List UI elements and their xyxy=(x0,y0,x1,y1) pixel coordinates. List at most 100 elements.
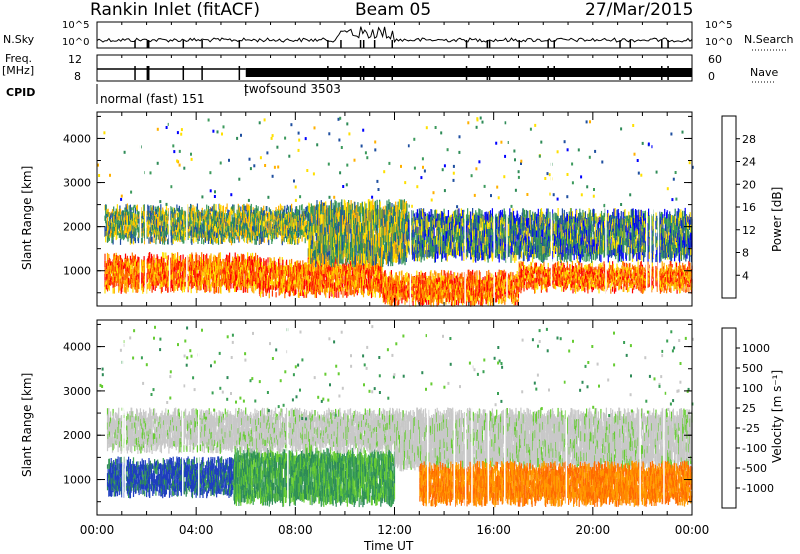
power-cell xyxy=(219,252,221,259)
power-cell xyxy=(531,286,533,290)
power-cell xyxy=(554,277,556,282)
power-cell xyxy=(589,285,591,289)
power-cell xyxy=(364,284,366,289)
power-cell xyxy=(644,285,647,289)
power-cell xyxy=(235,269,238,275)
power-cell xyxy=(339,280,341,285)
power-cell xyxy=(299,260,301,267)
power-cell xyxy=(535,277,538,283)
power-cell xyxy=(114,281,116,287)
power-cell xyxy=(330,287,332,292)
power-cell xyxy=(577,279,579,284)
power-cell xyxy=(131,257,133,263)
power-cell xyxy=(514,284,516,289)
power-cell xyxy=(131,283,133,289)
power-cell xyxy=(535,282,538,288)
power-cell xyxy=(320,274,322,281)
power-cell xyxy=(229,252,231,260)
power-cell xyxy=(573,277,575,281)
power-cell xyxy=(201,282,203,289)
power-cell xyxy=(523,287,525,292)
power-cell xyxy=(191,254,194,260)
power-cell xyxy=(541,277,543,282)
power-cell xyxy=(647,283,649,288)
power-cell xyxy=(455,288,457,293)
power-cell xyxy=(217,282,219,287)
power-cell xyxy=(269,285,272,290)
power-cell xyxy=(608,265,611,269)
power-cell xyxy=(401,297,403,304)
power-cell xyxy=(415,301,417,307)
power-cell xyxy=(170,257,172,264)
power-cell xyxy=(405,288,407,293)
power-cell xyxy=(401,270,403,276)
power-cell xyxy=(561,276,564,282)
power-cell xyxy=(157,281,159,286)
power-cell xyxy=(269,272,272,277)
power-cell xyxy=(149,252,151,259)
power-cell xyxy=(223,271,225,276)
power-cell xyxy=(326,272,329,278)
power-cell xyxy=(217,286,220,294)
power-cell xyxy=(123,265,125,270)
power-cell xyxy=(568,275,570,279)
power-cell xyxy=(470,292,472,297)
power-cell xyxy=(674,284,676,290)
power-cell xyxy=(496,275,498,280)
power-cell xyxy=(226,268,228,274)
power-cell xyxy=(381,267,383,272)
power-cell xyxy=(261,283,263,289)
power-cell xyxy=(568,271,570,275)
power-cell xyxy=(251,252,254,260)
power-cell xyxy=(339,276,341,281)
power-cell xyxy=(220,281,222,288)
power-cell xyxy=(320,262,322,269)
power-cell xyxy=(428,300,430,305)
power-cell xyxy=(670,287,672,293)
power-cell xyxy=(207,274,210,280)
power-cell xyxy=(286,259,288,266)
power-cell xyxy=(153,275,155,281)
power-cell xyxy=(441,269,443,276)
power-cell xyxy=(247,265,249,273)
power-cell xyxy=(361,282,363,289)
power-cell xyxy=(615,280,617,284)
power-cell xyxy=(419,279,422,285)
power-cell xyxy=(592,269,594,272)
power-cell xyxy=(574,287,576,292)
power-cell xyxy=(516,276,518,283)
power-cell xyxy=(204,261,207,268)
power-cell xyxy=(631,264,634,270)
power-cell xyxy=(128,282,130,288)
power-cell xyxy=(124,253,127,259)
power-cell xyxy=(592,284,595,288)
power-cell xyxy=(458,277,460,282)
power-cell xyxy=(151,280,153,287)
power-cell xyxy=(405,273,407,279)
power-cell xyxy=(418,272,420,277)
power-cell xyxy=(227,254,229,261)
power-cell xyxy=(486,281,489,287)
power-cell xyxy=(238,282,241,288)
power-cell xyxy=(520,287,522,294)
power-cell xyxy=(461,293,463,299)
power-cell xyxy=(212,265,214,270)
power-cell xyxy=(122,276,124,281)
power-cell xyxy=(131,252,133,258)
power-cell xyxy=(380,288,383,294)
power-cell xyxy=(455,297,457,302)
power-cell xyxy=(602,280,604,284)
power-cell xyxy=(357,272,360,278)
power-cell xyxy=(597,279,599,283)
power-cell xyxy=(163,258,165,264)
power-cell xyxy=(341,266,344,271)
power-cell xyxy=(483,289,485,293)
power-cell xyxy=(491,301,494,306)
power-cell xyxy=(430,276,432,283)
power-cell xyxy=(380,276,382,281)
power-cell xyxy=(635,285,637,290)
power-cell xyxy=(230,274,232,279)
power-cell xyxy=(269,282,271,288)
power-cell xyxy=(490,280,492,285)
power-cell xyxy=(284,289,287,294)
